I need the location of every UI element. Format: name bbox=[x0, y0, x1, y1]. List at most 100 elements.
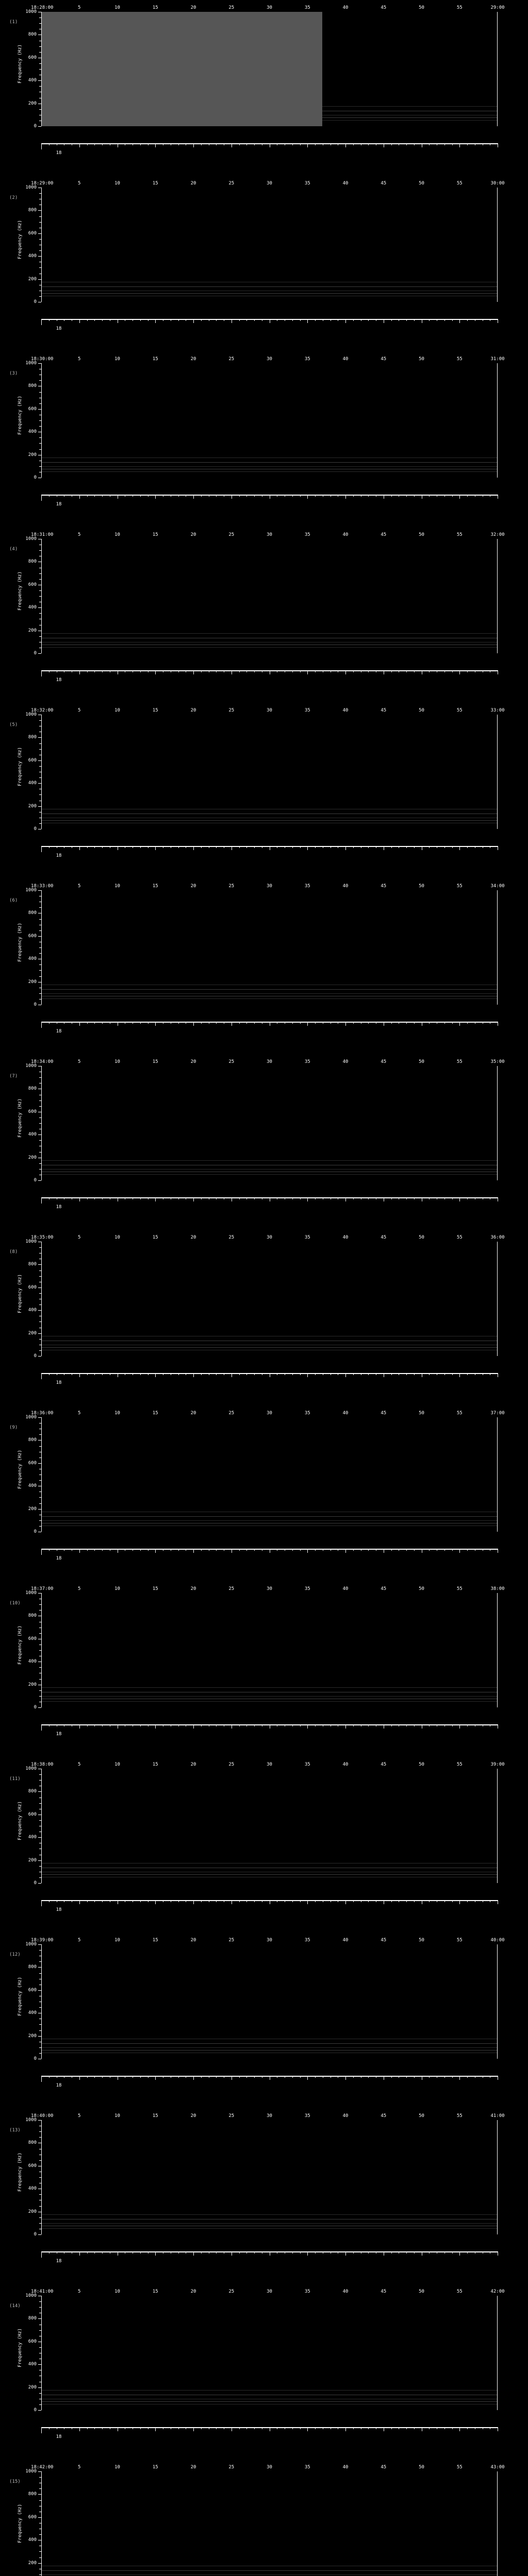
x-major-tick bbox=[155, 1022, 156, 1026]
x-minor-tick bbox=[406, 1724, 407, 1726]
y-axis: Frequency (Hz) 0 200 400 600 800 1000 bbox=[0, 1942, 41, 2061]
y-minor-tick bbox=[39, 23, 41, 24]
x-minor-tick bbox=[300, 1724, 301, 1726]
x-tick-label: 10 bbox=[114, 1762, 120, 1767]
y-minor-tick bbox=[39, 596, 41, 597]
x-minor-tick bbox=[239, 2427, 240, 2429]
spectrogram-plot-area bbox=[41, 188, 498, 302]
x-minor-tick bbox=[216, 2427, 217, 2429]
x-minor-tick bbox=[391, 2251, 392, 2253]
x-tick-label: 10 bbox=[114, 1586, 120, 1591]
x-tick-label: 45 bbox=[381, 1411, 387, 1416]
x-tick-label: 5 bbox=[78, 2113, 81, 2119]
y-minor-tick bbox=[39, 86, 41, 87]
y-minor-tick bbox=[39, 1877, 41, 1878]
x-minor-tick bbox=[429, 1549, 430, 1551]
y-major-tick bbox=[38, 2563, 41, 2564]
x-major-tick bbox=[155, 1549, 156, 1553]
x-tick-label: 10 bbox=[114, 357, 120, 362]
x-tick-label: 35:00 bbox=[490, 1059, 505, 1064]
x-minor-tick bbox=[452, 2076, 453, 2078]
x-major-tick bbox=[79, 1373, 80, 1377]
panel-index-label: (9) bbox=[9, 1425, 18, 1430]
date-stack-line: 18 bbox=[56, 1732, 62, 1737]
spectrogram-plot-area bbox=[41, 2120, 498, 2234]
x-minor-tick bbox=[94, 143, 95, 145]
x-minor-tick bbox=[48, 2427, 50, 2429]
y-minor-tick bbox=[39, 1446, 41, 1447]
y-major-tick bbox=[38, 409, 41, 410]
x-major-tick bbox=[459, 1373, 460, 1377]
x-minor-tick bbox=[48, 1022, 50, 1024]
x-tick-label: 25 bbox=[228, 1762, 235, 1767]
x-minor-tick bbox=[239, 1724, 240, 1726]
x-minor-tick bbox=[216, 2076, 217, 2078]
date-stack-line: 18 bbox=[56, 1205, 62, 1210]
y-minor-tick bbox=[39, 380, 41, 381]
y-tick-label: 400 bbox=[28, 1132, 37, 1138]
x-minor-tick bbox=[315, 670, 316, 672]
y-minor-tick bbox=[39, 1247, 41, 1248]
x-tick-label: 5 bbox=[78, 357, 81, 362]
spectrogram-band bbox=[42, 2228, 497, 2229]
y-minor-tick bbox=[39, 392, 41, 393]
y-major-tick bbox=[38, 1967, 41, 1968]
x-axis-date-stack: 18 bbox=[43, 326, 74, 332]
x-tick-label: 50 bbox=[419, 1059, 424, 1064]
x-major-tick bbox=[79, 670, 80, 674]
x-tick-label: 40 bbox=[342, 1059, 349, 1064]
y-major-tick bbox=[38, 1310, 41, 1311]
spectrogram-band bbox=[42, 1160, 497, 1161]
x-minor-tick bbox=[467, 2427, 468, 2429]
y-tick-label: 1000 bbox=[25, 712, 37, 717]
x-minor-tick bbox=[178, 1549, 179, 1551]
x-tick-label: 40 bbox=[342, 884, 349, 889]
x-minor-tick bbox=[391, 670, 392, 672]
y-tick-label: 800 bbox=[28, 1437, 37, 1443]
x-tick-label: 55 bbox=[456, 1938, 463, 1943]
x-minor-tick bbox=[368, 495, 369, 497]
x-minor-tick bbox=[353, 1549, 354, 1551]
x-tick-label: 50 bbox=[419, 5, 424, 10]
y-major-tick bbox=[38, 2517, 41, 2518]
x-minor-tick bbox=[254, 319, 255, 321]
x-tick-label: 5 bbox=[78, 1762, 81, 1767]
y-minor-tick bbox=[39, 420, 41, 421]
y-minor-tick bbox=[39, 777, 41, 778]
x-tick-label: 10 bbox=[114, 708, 120, 713]
spectrogram-plot-area bbox=[41, 1066, 498, 1180]
x-minor-tick bbox=[216, 495, 217, 497]
y-minor-tick bbox=[39, 1679, 41, 1680]
x-minor-tick bbox=[368, 1900, 369, 1902]
x-minor-tick bbox=[254, 1724, 255, 1726]
y-major-tick bbox=[38, 1593, 41, 1594]
y-major-tick bbox=[38, 1356, 41, 1357]
x-major-tick bbox=[193, 1900, 194, 1904]
x-minor-tick bbox=[140, 1724, 141, 1726]
x-minor-tick bbox=[140, 670, 141, 672]
x-tick-label: 18:39:00 bbox=[31, 1938, 54, 1943]
x-tick-label: 20 bbox=[190, 5, 196, 10]
x-major-tick bbox=[345, 495, 346, 499]
panel-index-label: (7) bbox=[9, 1074, 18, 1079]
x-minor-tick bbox=[201, 495, 202, 497]
y-minor-tick bbox=[39, 919, 41, 920]
x-minor-tick bbox=[87, 670, 88, 672]
x-tick-label: 20 bbox=[190, 2113, 196, 2119]
y-tick-label: 200 bbox=[28, 100, 37, 106]
spectrogram-panel: (7) Frequency (Hz) 0 200 400 600 800 1000 18:34:… bbox=[0, 1054, 528, 1230]
x-minor-tick bbox=[178, 1373, 179, 1375]
y-minor-tick bbox=[39, 2007, 41, 2008]
x-major-tick bbox=[41, 1549, 42, 1553]
x-minor-tick bbox=[467, 1022, 468, 1024]
x-minor-tick bbox=[315, 2076, 316, 2078]
y-minor-tick bbox=[39, 1151, 41, 1153]
x-minor-tick bbox=[292, 1900, 293, 1902]
x-minor-tick bbox=[315, 2427, 316, 2429]
y-tick-label: 800 bbox=[28, 1789, 37, 1794]
x-major-tick bbox=[345, 1197, 346, 1201]
x-tick-label: 45 bbox=[381, 2113, 387, 2119]
y-tick-label: 1000 bbox=[25, 2469, 37, 2474]
x-minor-tick bbox=[368, 143, 369, 145]
